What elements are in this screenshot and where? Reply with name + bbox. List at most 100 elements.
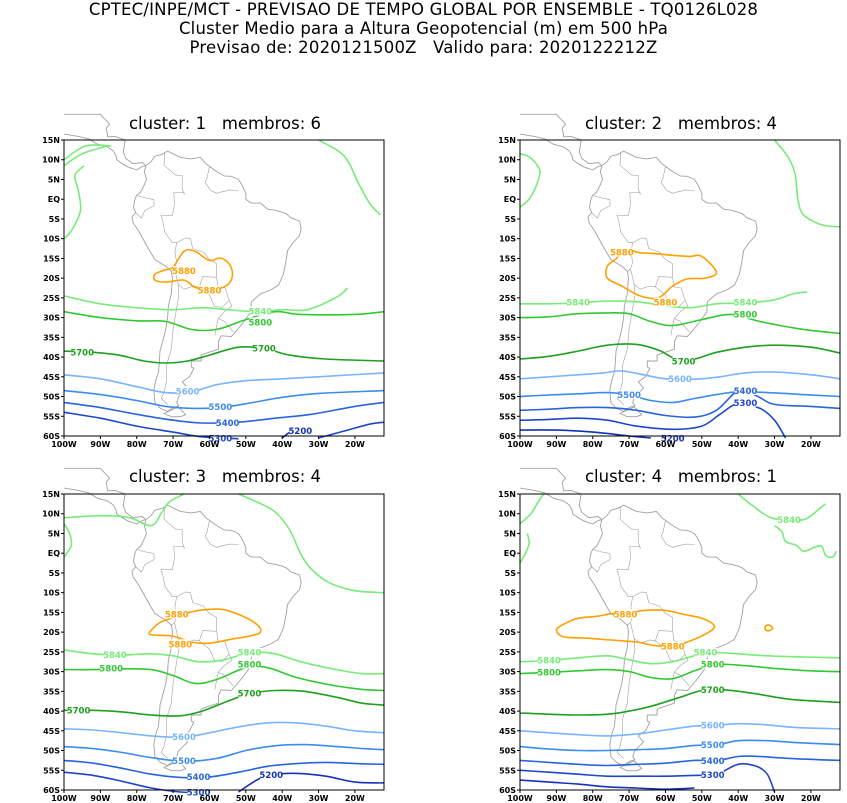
contour-label-bg bbox=[694, 647, 717, 657]
contour-5840 bbox=[63, 287, 349, 313]
country-border bbox=[673, 654, 690, 687]
contour-layer bbox=[519, 139, 841, 439]
lat-tick-label: 20S bbox=[43, 274, 60, 283]
country-border bbox=[632, 237, 673, 278]
contour-label: 5200 bbox=[289, 427, 313, 437]
contour-label: 5840 bbox=[566, 299, 590, 309]
contour-label-bg bbox=[187, 771, 210, 781]
lon-tick-label: 30W bbox=[765, 440, 785, 449]
lat-tick-label: 20S bbox=[499, 274, 516, 283]
country-border bbox=[160, 214, 177, 272]
contour-label-bg bbox=[672, 356, 695, 366]
lon-tick-label: 80W bbox=[127, 440, 147, 449]
lat-tick-label: 5S bbox=[505, 569, 517, 578]
country-border bbox=[217, 654, 234, 687]
contour-5880 bbox=[555, 609, 716, 648]
map-frame bbox=[519, 139, 841, 437]
contour-label-bg bbox=[187, 787, 210, 797]
contour-label: 5700 bbox=[70, 348, 94, 358]
contour-label: 5400 bbox=[216, 419, 240, 429]
contour-label: 5880 bbox=[654, 299, 678, 309]
lon-tick-label: 50W bbox=[236, 440, 256, 449]
contour-label: 5300 bbox=[187, 788, 211, 798]
lat-tick-label: 10N bbox=[42, 510, 60, 519]
lat-tick-label: 30S bbox=[43, 314, 60, 323]
contour-label: 5400 bbox=[734, 387, 758, 397]
contour-label: 5200 bbox=[259, 771, 283, 781]
country-border bbox=[217, 300, 234, 333]
country-border bbox=[591, 549, 611, 573]
lat-tick-label: 45S bbox=[499, 373, 516, 382]
panel-2-title: cluster: 2 membros: 4 bbox=[584, 114, 778, 133]
contour-label: 5840 bbox=[249, 308, 273, 318]
lat-tick-label: 25S bbox=[43, 648, 60, 657]
lon-tick-label: 50W bbox=[692, 794, 712, 803]
contour-label-bg bbox=[567, 297, 590, 307]
central-america-coast bbox=[519, 467, 603, 525]
contour-5500 bbox=[63, 743, 385, 763]
contour-label-bg bbox=[67, 705, 90, 715]
contour-5840 bbox=[519, 153, 541, 208]
lat-tick-label: 40S bbox=[43, 707, 60, 716]
lon-tick-label: 20W bbox=[801, 794, 821, 803]
lon-tick-label: 100W bbox=[51, 794, 77, 803]
contour-label: 5700 bbox=[238, 690, 262, 700]
contour-label-bg bbox=[169, 639, 192, 649]
contour-label: 5500 bbox=[172, 757, 196, 767]
lat-tick-label: 45S bbox=[499, 727, 516, 736]
country-border bbox=[632, 591, 673, 632]
lat-tick-label: 15N bbox=[42, 136, 60, 145]
lon-tick-label: 20W bbox=[345, 794, 365, 803]
contour-5800 bbox=[519, 311, 841, 335]
lat-tick-label: 35S bbox=[43, 333, 60, 342]
country-border bbox=[655, 631, 686, 662]
contour-5840 bbox=[63, 165, 85, 240]
contour-label-bg bbox=[701, 770, 724, 780]
contour-label: 5300 bbox=[734, 399, 758, 409]
contour-5840 bbox=[318, 139, 381, 216]
country-border bbox=[619, 506, 641, 549]
lat-tick-label: 10N bbox=[498, 156, 516, 165]
country-border bbox=[591, 195, 611, 219]
contour-5300 bbox=[318, 421, 385, 439]
lon-tick-label: 100W bbox=[507, 794, 533, 803]
contour-label-bg bbox=[71, 347, 94, 357]
lat-tick-label: 55S bbox=[43, 412, 60, 421]
contour-5600 bbox=[63, 721, 385, 739]
lat-tick-label: 15S bbox=[43, 608, 60, 617]
lat-tick-label: 10S bbox=[43, 235, 60, 244]
lat-tick-label: 10S bbox=[43, 589, 60, 598]
country-border bbox=[670, 318, 675, 336]
country-border bbox=[630, 268, 673, 290]
contour-label: 5500 bbox=[701, 741, 725, 751]
contour-5840 bbox=[63, 145, 108, 167]
contour-5840 bbox=[519, 533, 530, 564]
contour-label: 5880 bbox=[165, 610, 189, 620]
lat-tick-label: 50S bbox=[499, 747, 516, 756]
contour-label-bg bbox=[216, 417, 239, 427]
contour-layer bbox=[63, 493, 385, 794]
contour-label-bg bbox=[734, 297, 757, 307]
lat-tick-label: 55S bbox=[499, 766, 516, 775]
contour-label-bg bbox=[249, 306, 272, 316]
header-title: CPTEC/INPE/MCT - PREVISAO DE TEMPO GLOBA… bbox=[88, 0, 759, 19]
lat-tick-label: 5N bbox=[504, 175, 516, 184]
country-border bbox=[204, 166, 239, 194]
contour-label-bg bbox=[100, 663, 123, 673]
tierra-del-fuego-coast bbox=[163, 406, 187, 418]
country-border bbox=[655, 277, 686, 308]
lat-tick-label: EQ bbox=[504, 549, 516, 558]
contour-label-bg bbox=[538, 655, 561, 665]
contour-label-bg bbox=[661, 433, 684, 443]
lat-tick-label: 10N bbox=[498, 510, 516, 519]
contour-label: 5800 bbox=[238, 660, 262, 670]
panel-3-title: cluster: 3 membros: 4 bbox=[128, 467, 322, 486]
contour-label: 5840 bbox=[694, 649, 718, 659]
contour-5300 bbox=[519, 763, 776, 793]
lat-tick-label: 60S bbox=[499, 432, 516, 441]
contour-label: 5400 bbox=[187, 773, 211, 783]
contour-label: 5800 bbox=[701, 660, 725, 670]
